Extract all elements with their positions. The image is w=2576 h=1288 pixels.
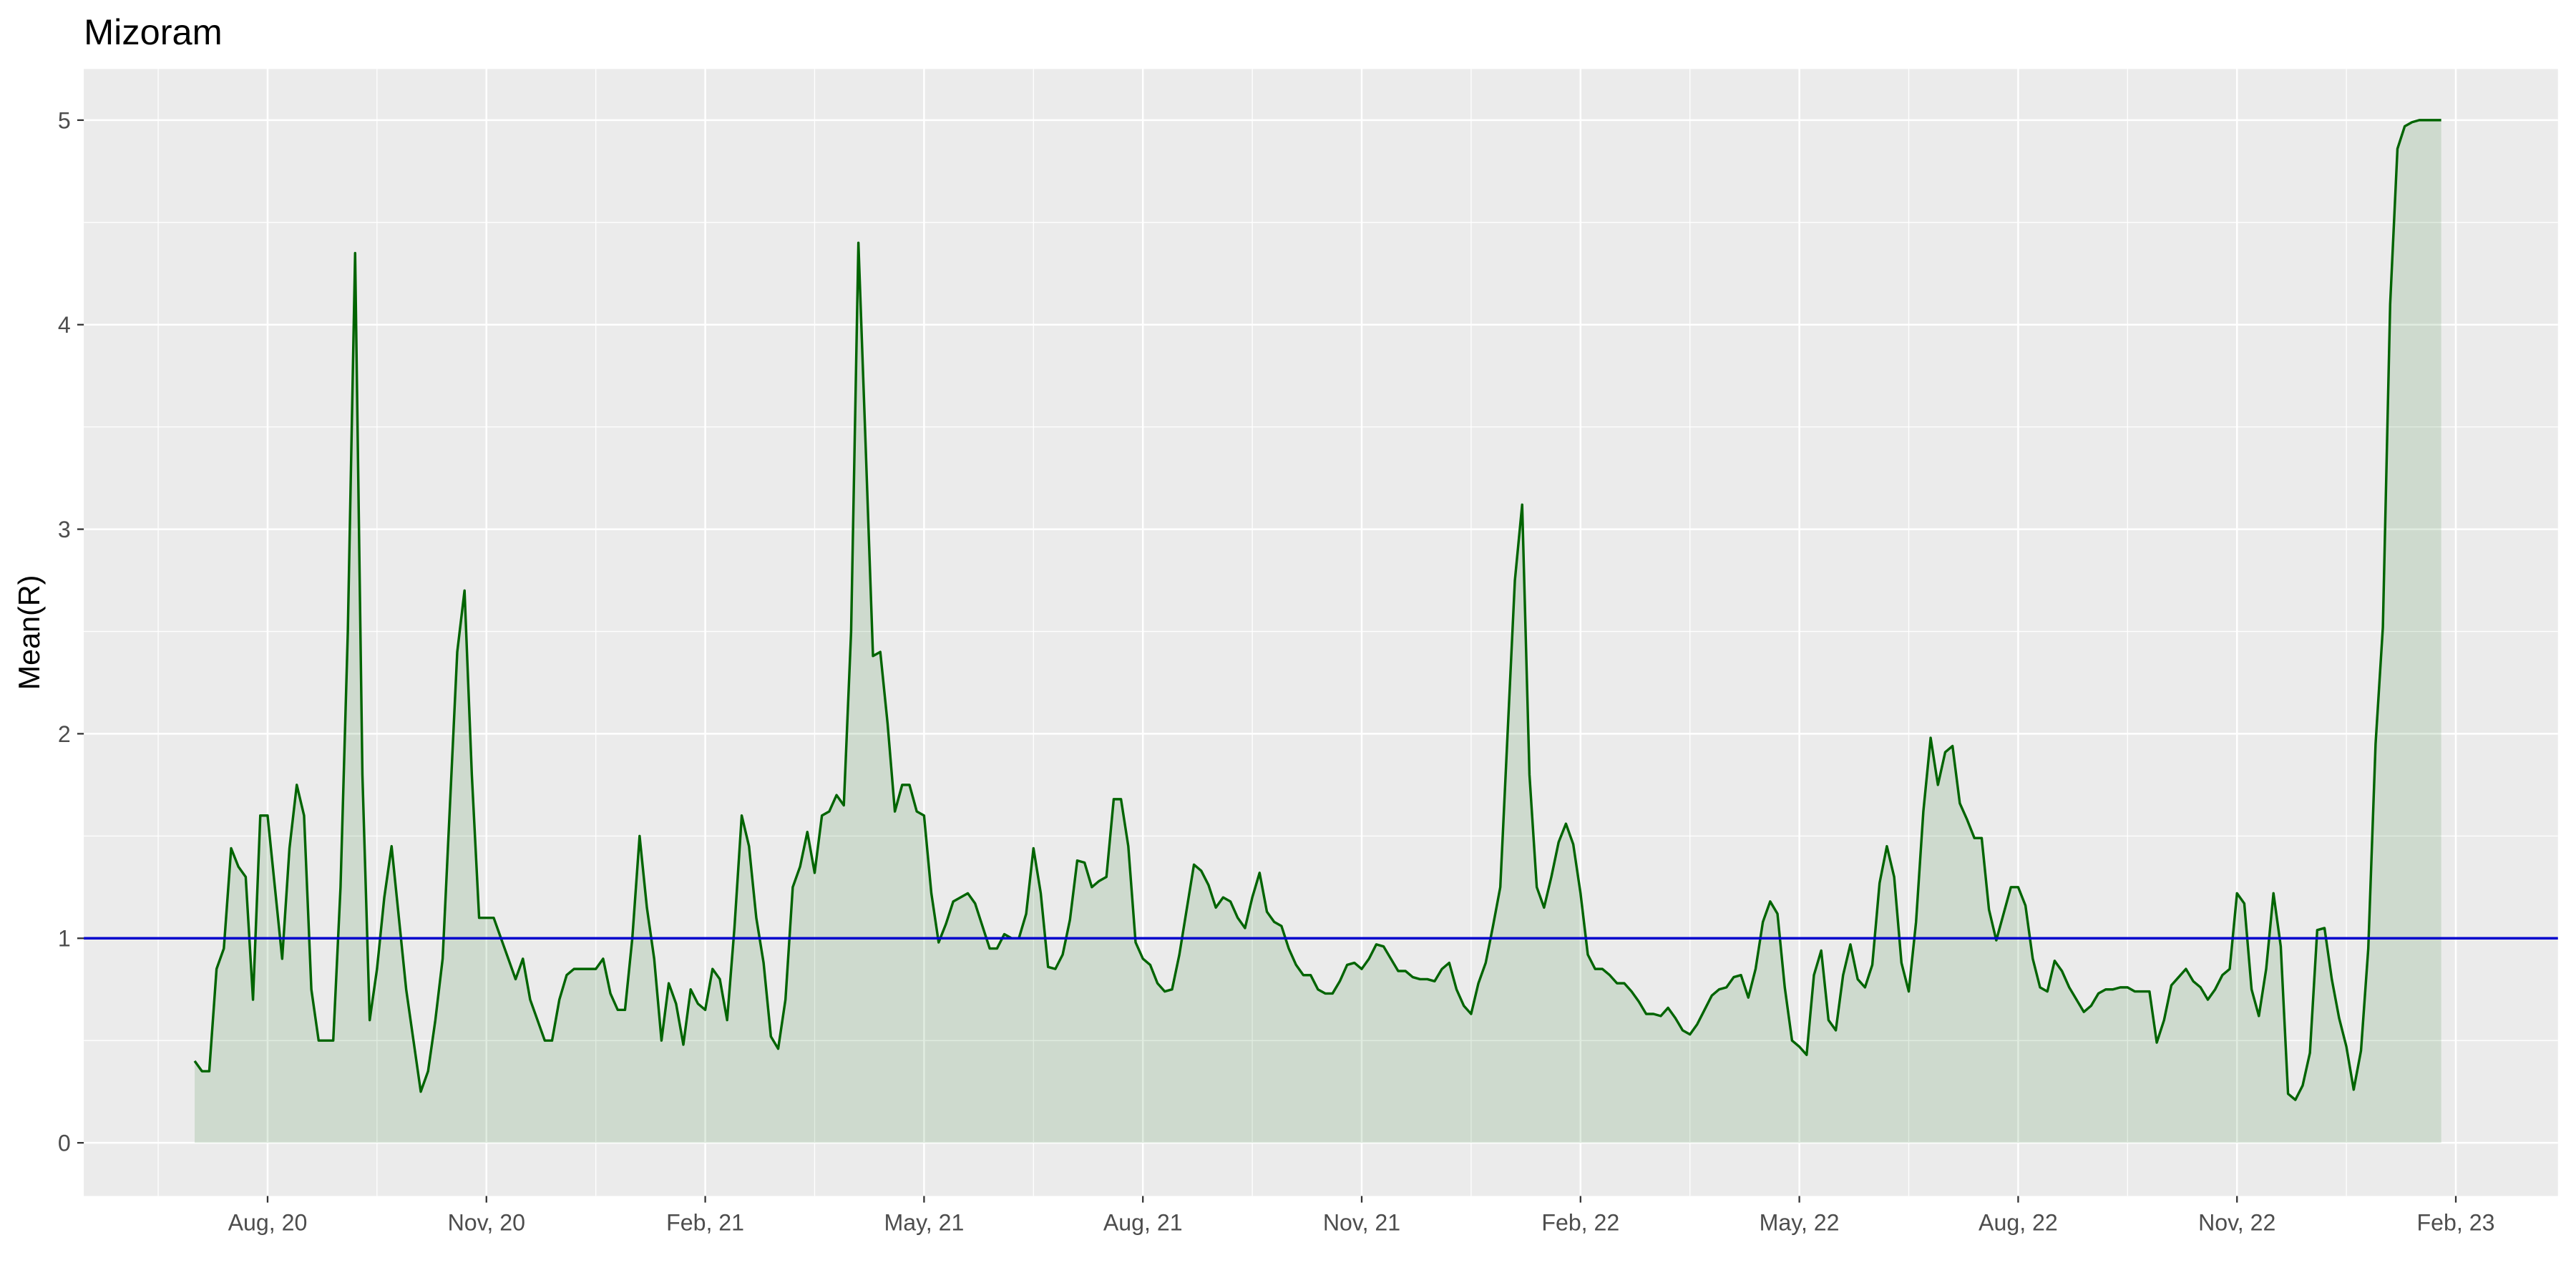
axes: 0 1 2 3 4 5 Aug, 20 Nov, 20 Feb, 21 May, 21 Aug, 2… (58, 107, 2495, 1235)
x-tick-label: May, 21 (884, 1210, 964, 1236)
x-tick-label: Aug, 22 (1979, 1210, 2058, 1236)
y-tick-label: 5 (58, 107, 71, 133)
y-tick-label: 1 (58, 926, 71, 952)
x-tick-label: Nov, 22 (2198, 1210, 2275, 1236)
y-tick-label: 4 (58, 312, 71, 338)
x-tick-label: May, 22 (1760, 1210, 1840, 1236)
x-tick-label: Feb, 23 (2417, 1210, 2495, 1236)
x-tick-label: Feb, 21 (666, 1210, 744, 1236)
grid (84, 69, 2558, 1196)
chart-title: Mizoram (84, 11, 223, 52)
x-tick-label: Nov, 20 (448, 1210, 525, 1236)
panel (84, 69, 2558, 1196)
x-tick-label: Aug, 21 (1103, 1210, 1183, 1236)
y-axis-label: Mean(R) (13, 575, 46, 691)
y-tick-label: 2 (58, 721, 71, 747)
line (193, 119, 2441, 1101)
marks (84, 119, 2558, 1143)
x-tick-label: Aug, 20 (228, 1210, 308, 1236)
x-tick-label: Nov, 21 (1323, 1210, 1400, 1236)
y-tick-label: 0 (58, 1131, 71, 1156)
y-tick-label: 3 (58, 517, 71, 542)
x-tick-label: Feb, 22 (1541, 1210, 1619, 1236)
